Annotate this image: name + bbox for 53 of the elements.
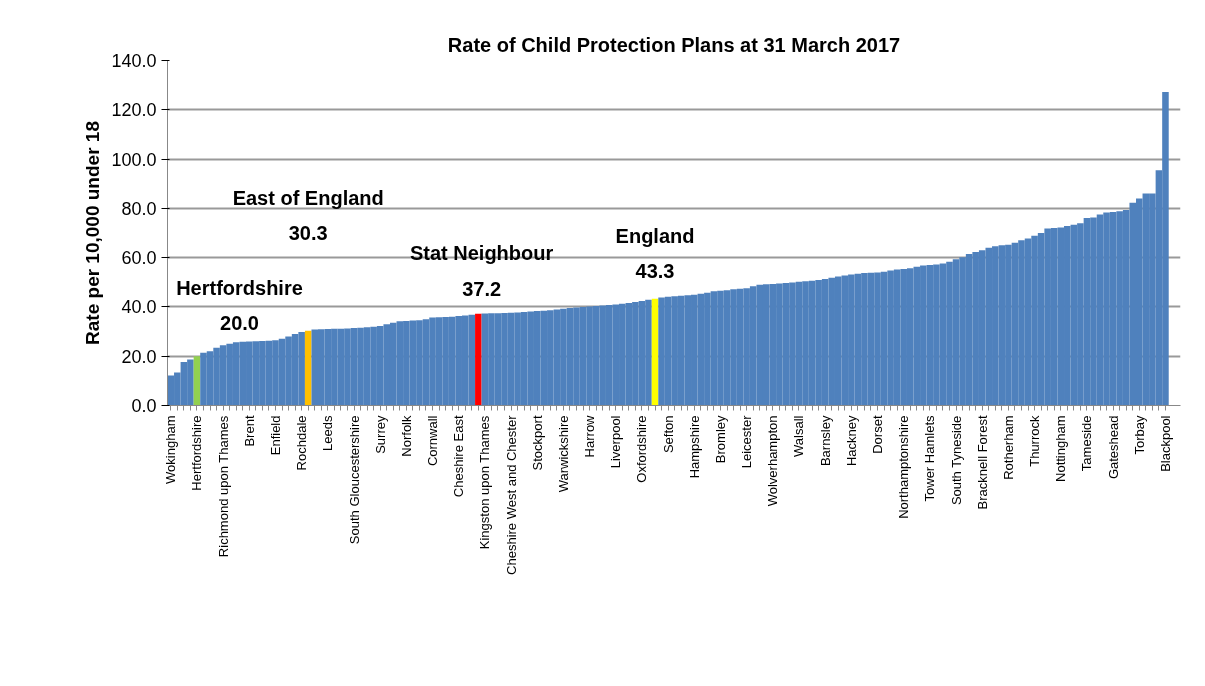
- annotation: Stat Neighbour 37.2: [409, 242, 554, 300]
- chart-title: Rate of Child Protection Plans at 31 March 2017: [447, 33, 901, 56]
- x-tick-label: Wokingham: [163, 415, 179, 484]
- x-tick-label: Enfield: [267, 415, 283, 456]
- y-tick-label: 0.0: [131, 396, 157, 416]
- x-tick-label: Rochdale: [294, 415, 310, 471]
- x-tick-label: Leeds: [320, 415, 336, 451]
- x-tick-label: Northamptonshire: [896, 415, 912, 519]
- x-tick-label: Sefton: [660, 415, 676, 454]
- y-tick-label: 120.0: [111, 100, 157, 121]
- x-tick-label: Kingston upon Thames: [477, 415, 493, 550]
- x-tick-label: Surrey: [372, 415, 388, 454]
- x-tick-label: South Tyneside: [948, 415, 964, 506]
- x-tick-label: Blackpool: [1157, 415, 1173, 472]
- annotation: Hertfordshire 20.0: [176, 276, 303, 335]
- x-tick-label: Warwickshire: [555, 415, 571, 493]
- x-tick-label: Norfolk: [398, 415, 414, 457]
- y-axis-title: Rate per 10,000 under 18: [82, 121, 104, 345]
- x-tick-label: Thurrock: [1027, 415, 1043, 467]
- y-tick-label: 60.0: [121, 248, 157, 269]
- x-tick-label: Wolverhampton: [765, 415, 781, 507]
- annotation: England 43.3: [615, 225, 695, 283]
- x-tick-label: Cornwall: [425, 415, 441, 467]
- x-tick-label: Tameside: [1079, 415, 1095, 472]
- x-tick-label: Tower Hamlets: [922, 415, 938, 502]
- x-tick-label: Oxfordshire: [634, 415, 650, 483]
- x-tick-label: Cheshire East: [451, 415, 467, 498]
- y-tick-label: 100.0: [111, 149, 157, 170]
- x-tick-label: Liverpool: [608, 415, 624, 469]
- x-tick-label: Walsall: [791, 415, 807, 457]
- annotation: East of England 30.3: [232, 186, 384, 245]
- x-tick-label: Dorset: [870, 415, 886, 454]
- x-tick-label: Rotherham: [1000, 415, 1016, 480]
- x-tick-label: Nottingham: [1053, 415, 1069, 482]
- x-tick-label: Harrow: [582, 414, 598, 458]
- x-tick-label: Cheshire West and Chester: [503, 414, 519, 575]
- x-tick-label: Hackney: [843, 415, 859, 467]
- x-tick-label: Torbay: [1131, 415, 1147, 455]
- x-tick-label: Bromley: [712, 415, 728, 464]
- x-tick-label: Brent: [241, 415, 257, 447]
- x-tick-label: Bracknell Forest: [974, 415, 990, 510]
- x-tick-label: Hampshire: [686, 415, 702, 479]
- y-tick-label: 140.0: [111, 51, 157, 71]
- y-tick-label: 80.0: [121, 198, 157, 219]
- x-tick-label: Gateshead: [1105, 415, 1121, 480]
- x-tick-label: Richmond upon Thames: [215, 415, 231, 558]
- x-tick-label: Hertfordshire: [189, 415, 205, 491]
- x-tick-label: Leicester: [739, 414, 755, 469]
- y-tick-label: 20.0: [121, 346, 157, 367]
- y-tick-label: 40.0: [121, 297, 157, 318]
- x-tick-label: Barnsley: [817, 415, 833, 467]
- x-tick-label: Stockport: [529, 415, 545, 471]
- x-tick-label: South Gloucestershire: [346, 415, 362, 545]
